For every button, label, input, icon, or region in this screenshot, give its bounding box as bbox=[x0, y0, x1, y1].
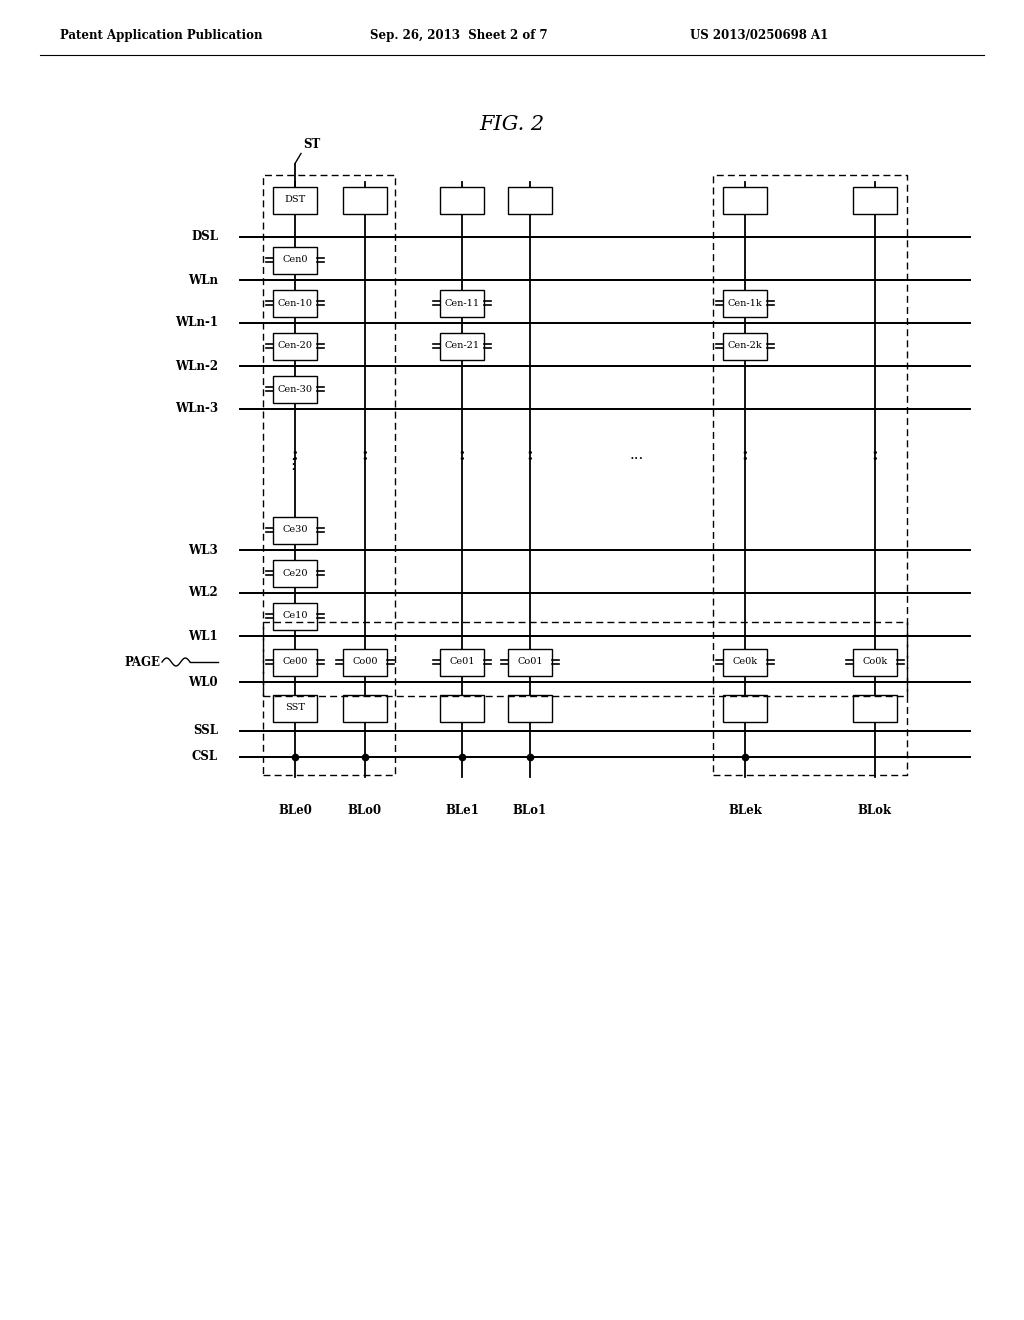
Text: Cen-30: Cen-30 bbox=[278, 384, 312, 393]
Text: Co0k: Co0k bbox=[862, 657, 888, 667]
Bar bbox=[853, 648, 897, 676]
Bar bbox=[273, 516, 317, 544]
Text: Cen0: Cen0 bbox=[283, 256, 308, 264]
Bar bbox=[440, 648, 484, 676]
Text: ...: ... bbox=[630, 447, 644, 462]
Text: WLn: WLn bbox=[188, 273, 218, 286]
Bar bbox=[273, 648, 317, 676]
Text: Sep. 26, 2013  Sheet 2 of 7: Sep. 26, 2013 Sheet 2 of 7 bbox=[370, 29, 548, 41]
Text: Ce00: Ce00 bbox=[283, 657, 307, 667]
Bar bbox=[273, 186, 317, 214]
Text: BLo0: BLo0 bbox=[348, 804, 382, 817]
Text: BLe1: BLe1 bbox=[445, 804, 479, 817]
Text: :: : bbox=[459, 446, 465, 465]
Bar bbox=[723, 186, 767, 214]
Bar bbox=[343, 694, 387, 722]
Bar bbox=[508, 186, 552, 214]
Text: WL1: WL1 bbox=[188, 630, 218, 643]
Text: Ce0k: Ce0k bbox=[732, 657, 758, 667]
Bar bbox=[723, 289, 767, 317]
Text: WL3: WL3 bbox=[188, 544, 218, 557]
Bar bbox=[723, 648, 767, 676]
Text: FIG. 2: FIG. 2 bbox=[479, 116, 545, 135]
Text: WLn-3: WLn-3 bbox=[175, 403, 218, 416]
Bar bbox=[440, 186, 484, 214]
Text: Cen-2k: Cen-2k bbox=[728, 342, 763, 351]
Bar bbox=[508, 694, 552, 722]
Bar bbox=[440, 289, 484, 317]
Bar bbox=[440, 694, 484, 722]
Text: SSL: SSL bbox=[193, 725, 218, 738]
Text: BLo1: BLo1 bbox=[513, 804, 547, 817]
Bar bbox=[343, 186, 387, 214]
Text: Cen-10: Cen-10 bbox=[278, 298, 312, 308]
Text: SST: SST bbox=[285, 704, 305, 713]
Bar bbox=[853, 694, 897, 722]
Bar bbox=[273, 694, 317, 722]
Text: Ce20: Ce20 bbox=[283, 569, 308, 578]
Text: CSL: CSL bbox=[191, 751, 218, 763]
Text: WL0: WL0 bbox=[188, 676, 218, 689]
Text: WLn-1: WLn-1 bbox=[175, 317, 218, 330]
Bar bbox=[723, 333, 767, 359]
Text: Patent Application Publication: Patent Application Publication bbox=[60, 29, 262, 41]
Bar bbox=[273, 602, 317, 630]
Text: :: : bbox=[361, 446, 369, 465]
Bar bbox=[440, 333, 484, 359]
Text: DST: DST bbox=[285, 195, 305, 205]
Text: Cen-21: Cen-21 bbox=[444, 342, 479, 351]
Bar bbox=[273, 333, 317, 359]
Text: Ce30: Ce30 bbox=[283, 525, 308, 535]
Bar bbox=[273, 247, 317, 273]
Text: Ce10: Ce10 bbox=[283, 611, 308, 620]
Text: BLek: BLek bbox=[728, 804, 762, 817]
Bar bbox=[508, 648, 552, 676]
Text: :: : bbox=[871, 446, 879, 465]
Bar bbox=[273, 560, 317, 586]
Bar bbox=[853, 186, 897, 214]
Text: :: : bbox=[526, 446, 534, 465]
Text: :: : bbox=[292, 446, 298, 465]
Text: BLe0: BLe0 bbox=[279, 804, 312, 817]
Text: DSL: DSL bbox=[191, 231, 218, 243]
Bar bbox=[723, 694, 767, 722]
Text: Ce01: Ce01 bbox=[450, 657, 475, 667]
Text: Cen-11: Cen-11 bbox=[444, 298, 479, 308]
Text: WL2: WL2 bbox=[188, 586, 218, 599]
Text: US 2013/0250698 A1: US 2013/0250698 A1 bbox=[690, 29, 828, 41]
Bar bbox=[273, 289, 317, 317]
Text: ⋮: ⋮ bbox=[286, 457, 301, 471]
Bar bbox=[273, 375, 317, 403]
Text: PAGE: PAGE bbox=[124, 656, 160, 668]
Text: BLok: BLok bbox=[858, 804, 892, 817]
Text: WLn-2: WLn-2 bbox=[175, 359, 218, 372]
Text: Co01: Co01 bbox=[517, 657, 543, 667]
Text: :: : bbox=[741, 446, 749, 465]
Text: Co00: Co00 bbox=[352, 657, 378, 667]
Text: Cen-1k: Cen-1k bbox=[728, 298, 763, 308]
Text: ST: ST bbox=[303, 139, 321, 152]
Bar bbox=[343, 648, 387, 676]
Text: Cen-20: Cen-20 bbox=[278, 342, 312, 351]
